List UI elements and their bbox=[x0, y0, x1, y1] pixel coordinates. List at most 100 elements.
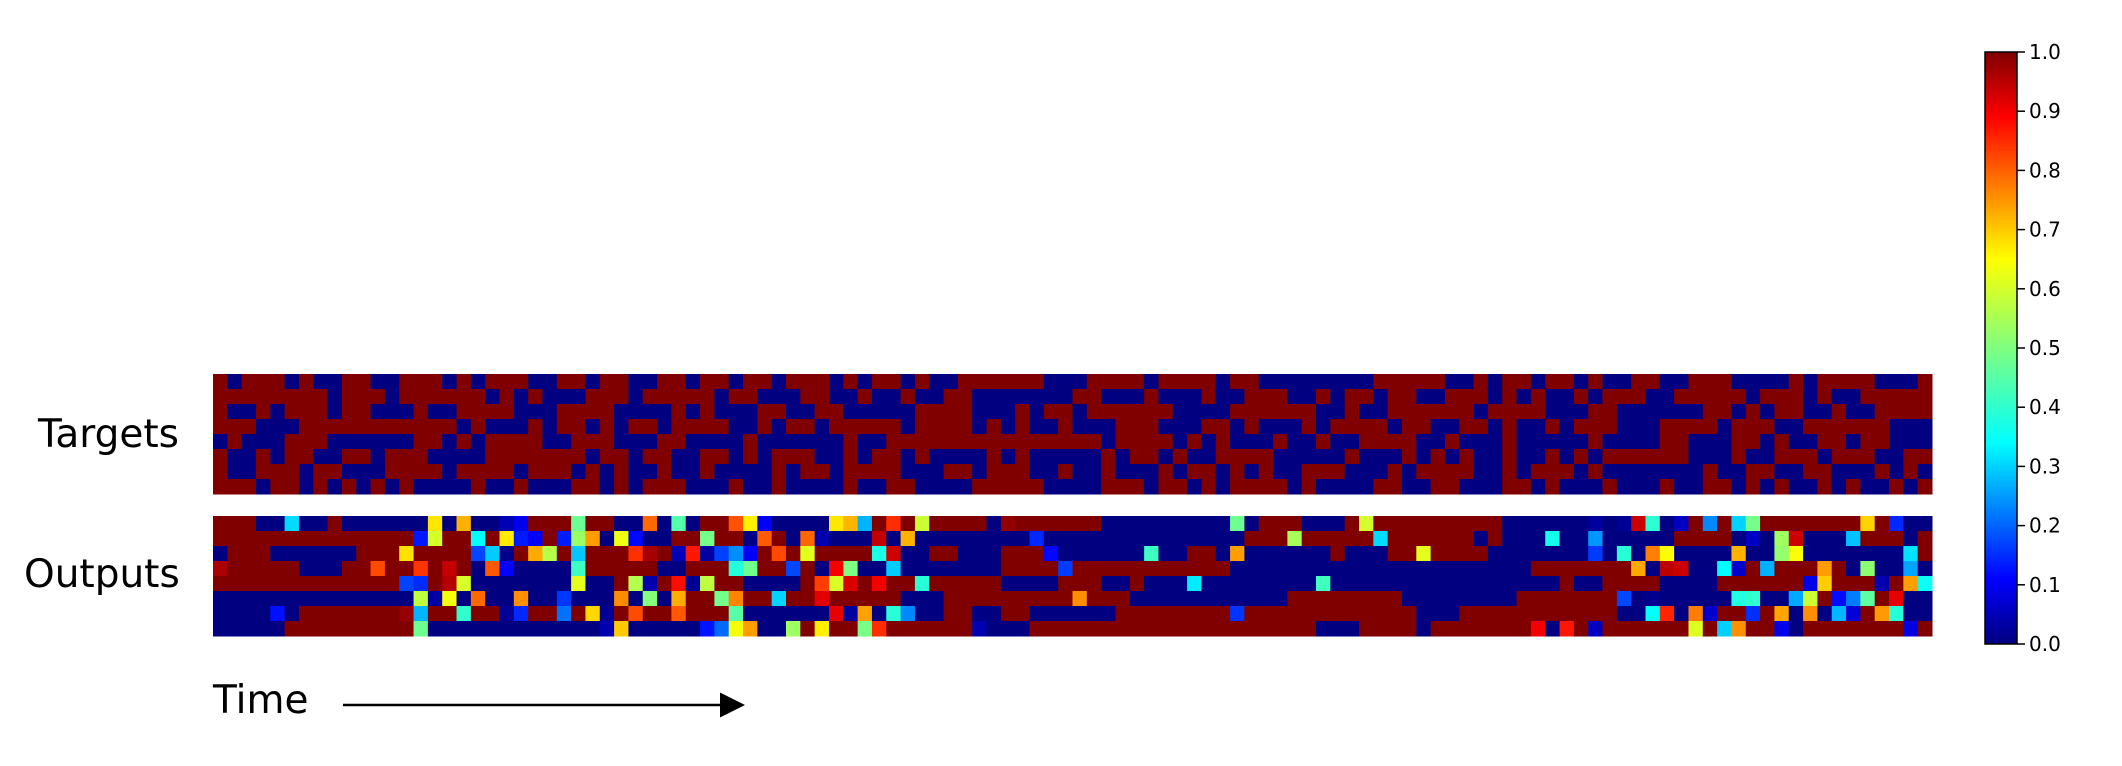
heatmap-cell bbox=[628, 531, 644, 547]
heatmap-cell bbox=[1086, 479, 1102, 495]
heatmap-cell bbox=[213, 374, 228, 390]
heatmap-cell bbox=[1416, 531, 1432, 547]
heatmap-cell bbox=[957, 389, 973, 405]
heatmap-cell bbox=[1731, 449, 1747, 465]
heatmap-cell bbox=[1215, 389, 1231, 405]
heatmap-cell bbox=[384, 434, 400, 450]
heatmap-cell bbox=[871, 516, 887, 532]
heatmap-cell bbox=[284, 546, 300, 562]
heatmap-cell bbox=[1201, 389, 1217, 405]
heatmap-cell bbox=[1645, 561, 1661, 577]
heatmap-cell bbox=[1616, 374, 1632, 390]
heatmap-cell bbox=[1072, 576, 1088, 592]
heatmap-cell bbox=[399, 404, 415, 420]
heatmap-cell bbox=[356, 531, 372, 547]
heatmap-cell bbox=[399, 389, 415, 405]
heatmap-cell bbox=[1846, 621, 1861, 637]
heatmap-cell bbox=[1674, 374, 1689, 390]
heatmap-cell bbox=[1530, 464, 1546, 480]
heatmap-cell bbox=[1029, 419, 1045, 435]
heatmap-cell bbox=[528, 606, 543, 622]
heatmap-cell bbox=[1788, 531, 1804, 547]
heatmap-cell bbox=[1187, 449, 1202, 465]
heatmap-cell bbox=[1659, 479, 1675, 495]
heatmap-cell bbox=[1158, 621, 1174, 637]
heatmap-cell bbox=[356, 404, 372, 420]
heatmap-cell bbox=[914, 449, 930, 465]
heatmap-cell bbox=[313, 621, 329, 637]
heatmap-cell bbox=[1444, 464, 1460, 480]
heatmap-cell bbox=[1015, 531, 1031, 547]
heatmap-cell bbox=[1473, 516, 1489, 532]
heatmap-cell bbox=[1043, 389, 1059, 405]
heatmap-cell bbox=[384, 464, 400, 480]
heatmap-cell bbox=[1172, 389, 1188, 405]
heatmap-cell bbox=[1115, 531, 1131, 547]
heatmap-cell bbox=[227, 606, 243, 622]
heatmap-cell bbox=[1201, 404, 1217, 420]
heatmap-cell bbox=[700, 576, 715, 592]
heatmap-cell bbox=[556, 374, 572, 390]
heatmap-cell bbox=[255, 434, 271, 450]
heatmap-cell bbox=[1444, 546, 1460, 562]
heatmap-cell bbox=[399, 464, 415, 480]
heatmap-cell bbox=[1201, 621, 1217, 637]
heatmap-cell bbox=[298, 434, 314, 450]
heatmap-cell bbox=[1387, 546, 1403, 562]
heatmap-cell bbox=[743, 561, 758, 577]
heatmap-cell bbox=[1717, 531, 1732, 547]
heatmap-cell bbox=[1803, 591, 1818, 607]
heatmap-cell bbox=[1760, 404, 1775, 420]
heatmap-cell bbox=[298, 404, 314, 420]
heatmap-cell bbox=[1058, 621, 1073, 637]
heatmap-cell bbox=[1158, 591, 1174, 607]
heatmap-cell bbox=[685, 449, 701, 465]
heatmap-cell bbox=[370, 374, 386, 390]
heatmap-cell bbox=[1344, 479, 1360, 495]
heatmap-cell bbox=[542, 419, 558, 435]
heatmap-cell bbox=[1401, 464, 1417, 480]
heatmap-cell bbox=[943, 464, 959, 480]
heatmap-cell bbox=[1903, 576, 1919, 592]
heatmap-cell bbox=[1774, 419, 1790, 435]
heatmap-cell bbox=[1616, 449, 1632, 465]
heatmap-cell bbox=[1760, 531, 1775, 547]
heatmap-cell bbox=[1559, 546, 1575, 562]
heatmap-cell bbox=[1473, 419, 1489, 435]
heatmap-cell bbox=[1846, 606, 1861, 622]
heatmap-cell bbox=[1817, 531, 1833, 547]
heatmap-cell bbox=[1043, 404, 1059, 420]
heatmap-cell bbox=[1344, 464, 1360, 480]
heatmap-cell bbox=[1573, 531, 1589, 547]
heatmap-cell bbox=[298, 389, 314, 405]
heatmap-cell bbox=[1846, 576, 1861, 592]
heatmap-cell bbox=[1129, 479, 1145, 495]
heatmap-cell bbox=[1301, 546, 1317, 562]
heatmap-cell bbox=[370, 621, 386, 637]
heatmap-cell bbox=[1860, 546, 1876, 562]
heatmap-cell bbox=[1702, 621, 1718, 637]
heatmap-cell bbox=[1917, 404, 1933, 420]
heatmap-cell bbox=[227, 389, 243, 405]
heatmap-cell bbox=[1158, 531, 1174, 547]
heatmap-cell bbox=[1717, 434, 1732, 450]
heatmap-cell bbox=[771, 546, 787, 562]
heatmap-cell bbox=[771, 389, 787, 405]
heatmap-cell bbox=[743, 419, 758, 435]
heatmap-cell bbox=[957, 449, 973, 465]
heatmap-cell bbox=[442, 404, 458, 420]
heatmap-cell bbox=[571, 404, 586, 420]
heatmap-cell bbox=[1273, 576, 1288, 592]
heatmap-cell bbox=[1559, 531, 1575, 547]
heatmap-cell bbox=[442, 434, 458, 450]
heatmap-cell bbox=[1172, 546, 1188, 562]
heatmap-cell bbox=[1158, 606, 1174, 622]
heatmap-cell bbox=[384, 374, 400, 390]
heatmap-cell bbox=[929, 419, 945, 435]
heatmap-cell bbox=[1301, 389, 1317, 405]
heatmap-cell bbox=[1129, 404, 1145, 420]
heatmap-cell bbox=[599, 479, 615, 495]
heatmap-cell bbox=[757, 516, 773, 532]
heatmap-cell bbox=[442, 419, 458, 435]
heatmap-cell bbox=[786, 419, 801, 435]
